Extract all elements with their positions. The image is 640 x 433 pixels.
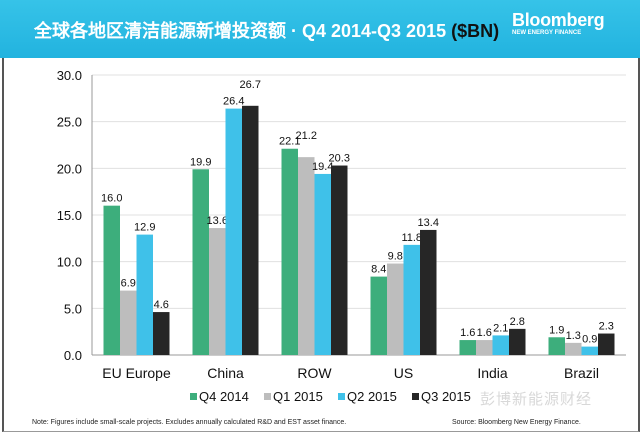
data-label: 16.0 <box>101 193 122 205</box>
logo-sub: NEW ENERGY FINANCE <box>512 30 582 36</box>
x-tick-label: China <box>207 365 244 381</box>
watermark: 彭博新能源财经 <box>480 391 593 408</box>
logo-main: Bloomberg <box>512 10 605 30</box>
y-tick-label: 30.0 <box>57 68 82 83</box>
bloomberg-logo: Bloomberg NEW ENERGY FINANCE <box>512 10 605 36</box>
data-label: 1.6 <box>460 327 475 339</box>
bar-q2-2015 <box>314 173 331 355</box>
legend-swatch <box>264 393 271 400</box>
y-tick-label: 25.0 <box>57 115 82 130</box>
bar-q4-2014 <box>370 276 387 355</box>
y-tick-label: 10.0 <box>57 255 82 270</box>
title-text: 全球各地区清洁能源新增投资额 · Q4 2014-Q3 2015 <box>34 21 447 41</box>
data-label: 19.9 <box>190 156 211 168</box>
source-note: Source: Bloomberg New Energy Finance. <box>452 419 581 426</box>
data-label: 22.1 <box>279 136 300 148</box>
page-title: 全球各地区清洁能源新增投资额 · Q4 2014-Q3 2015 ($BN) <box>34 17 499 43</box>
legend-label: Q4 2014 <box>199 389 249 404</box>
data-label: 1.9 <box>549 324 564 336</box>
legend-label: Q3 2015 <box>421 389 471 404</box>
bar-q1-2015 <box>565 342 582 355</box>
data-label: 1.6 <box>477 327 492 339</box>
bar-q2-2015 <box>581 346 598 355</box>
data-label: 13.4 <box>418 217 439 229</box>
bar-q2-2015 <box>492 335 509 355</box>
data-label: 6.9 <box>121 278 136 290</box>
bar-q4-2014 <box>548 337 565 355</box>
bar-q1-2015 <box>476 340 493 355</box>
x-tick-label: India <box>477 365 508 381</box>
legend-label: Q1 2015 <box>273 389 323 404</box>
data-label: 2.1 <box>493 322 508 334</box>
x-tick-label: US <box>394 365 413 381</box>
x-tick-label: Brazil <box>564 365 599 381</box>
bar-q3-2015 <box>420 229 437 355</box>
data-label: 1.3 <box>566 330 581 342</box>
data-label: 19.4 <box>312 161 333 173</box>
data-label: 13.6 <box>207 215 228 227</box>
bar-q4-2014 <box>192 169 209 355</box>
data-label: 2.3 <box>599 321 614 333</box>
data-label: 26.4 <box>223 96 244 108</box>
legend-swatch <box>412 393 419 400</box>
title-unit: ($BN) <box>451 21 500 41</box>
slide-frame <box>2 58 640 432</box>
bar-q4-2014 <box>103 205 120 355</box>
bar-q3-2015 <box>331 165 348 355</box>
data-label: 2.8 <box>510 316 525 328</box>
data-label: 8.4 <box>371 264 386 276</box>
legend-swatch <box>190 393 197 400</box>
x-tick-label: EU Europe <box>102 365 171 381</box>
data-label: 21.2 <box>296 130 317 142</box>
bar-q3-2015 <box>153 312 170 355</box>
data-label: 4.6 <box>154 299 169 311</box>
bar-q4-2014 <box>459 340 476 355</box>
bar-q2-2015 <box>403 244 420 355</box>
data-label: 26.7 <box>240 79 261 91</box>
y-tick-label: 0.0 <box>64 348 82 363</box>
data-label: 12.9 <box>134 222 155 234</box>
data-label: 20.3 <box>329 153 350 165</box>
y-tick-label: 20.0 <box>57 161 82 176</box>
data-label: 9.8 <box>388 251 403 263</box>
data-label: 11.8 <box>401 232 422 244</box>
bar-q3-2015 <box>509 328 526 355</box>
bar-q2-2015 <box>225 108 242 355</box>
bar-q1-2015 <box>209 228 226 355</box>
legend-swatch <box>338 393 345 400</box>
bar-q3-2015 <box>242 105 259 355</box>
header-bar: 全球各地区清洁能源新增投资额 · Q4 2014-Q3 2015 ($BN) B… <box>0 0 640 58</box>
legend-label: Q2 2015 <box>347 389 397 404</box>
bar-q3-2015 <box>598 333 615 355</box>
y-tick-label: 5.0 <box>64 301 82 316</box>
bar-q1-2015 <box>387 263 404 355</box>
bar-q1-2015 <box>298 157 315 355</box>
footnote: Note: Figures include small-scale projec… <box>32 419 347 426</box>
data-label: 0.9 <box>582 334 597 346</box>
bar-q1-2015 <box>120 290 137 355</box>
x-tick-label: ROW <box>297 365 332 381</box>
y-tick-label: 15.0 <box>57 208 82 223</box>
bar-q4-2014 <box>281 148 298 355</box>
bar-q2-2015 <box>136 234 153 355</box>
